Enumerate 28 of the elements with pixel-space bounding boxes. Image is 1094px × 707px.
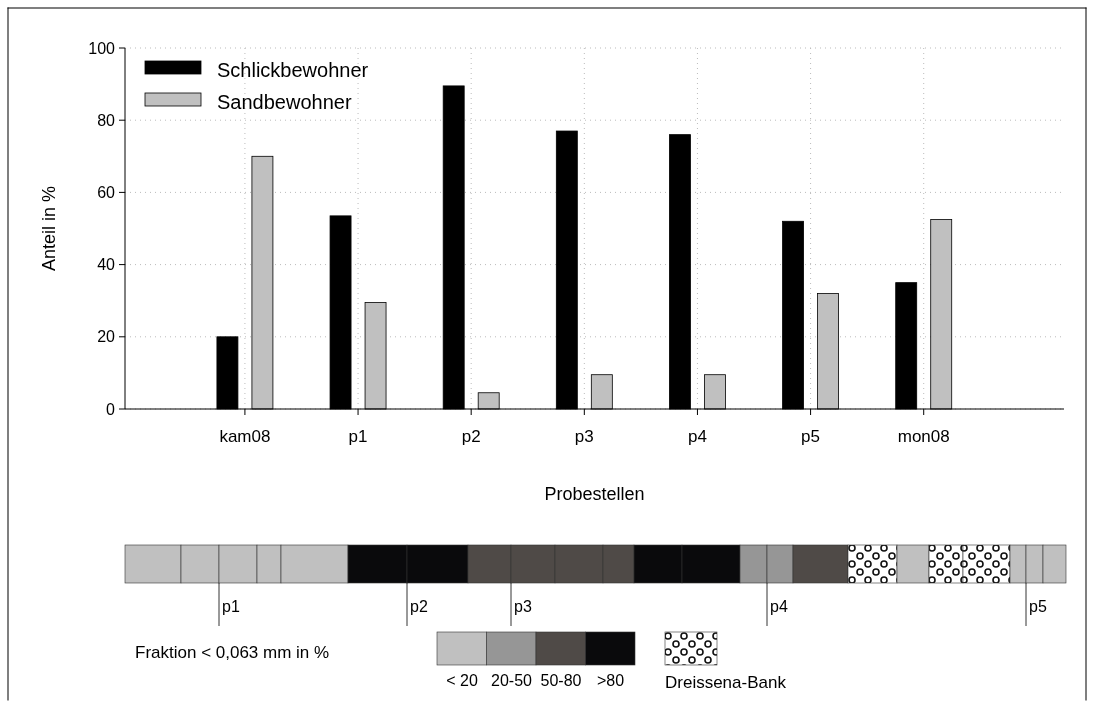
y-tick-label: 20 [97, 328, 116, 346]
x-tick-label: p1 [348, 427, 368, 446]
legend-label: Sandbewohner [217, 91, 352, 113]
text: p5 [1029, 598, 1047, 615]
y-axis-title: Anteil in % [39, 185, 59, 272]
text: p2 [410, 598, 428, 615]
x-tick-label: kam08 [219, 427, 271, 446]
y-tick-label: 80 [97, 111, 116, 129]
text: Fraktion < 0,063 mm in % [135, 643, 330, 662]
text: p3 [514, 598, 532, 615]
y-tick-label: 60 [97, 184, 116, 201]
x-axis-title: Probestellen [544, 484, 645, 504]
x-tick-label: p3 [574, 427, 594, 446]
y-tick-label: 40 [97, 256, 116, 274]
text: < 20 [446, 672, 478, 689]
text: >80 [596, 672, 625, 689]
text: 50-80 [540, 672, 582, 689]
legend-label: Schlickbewohner [217, 59, 369, 81]
text: Dreissena-Bank [665, 673, 787, 692]
x-tick-label: mon08 [897, 427, 950, 446]
y-tick-label: 100 [88, 39, 116, 57]
y-tick-label: 0 [106, 400, 116, 418]
text: p4 [770, 598, 788, 615]
text: 20-50 [491, 672, 533, 689]
text: p1 [222, 598, 240, 615]
x-tick-label: p5 [801, 427, 821, 446]
x-tick-label: p2 [461, 427, 481, 446]
x-tick-label: p4 [687, 427, 707, 446]
